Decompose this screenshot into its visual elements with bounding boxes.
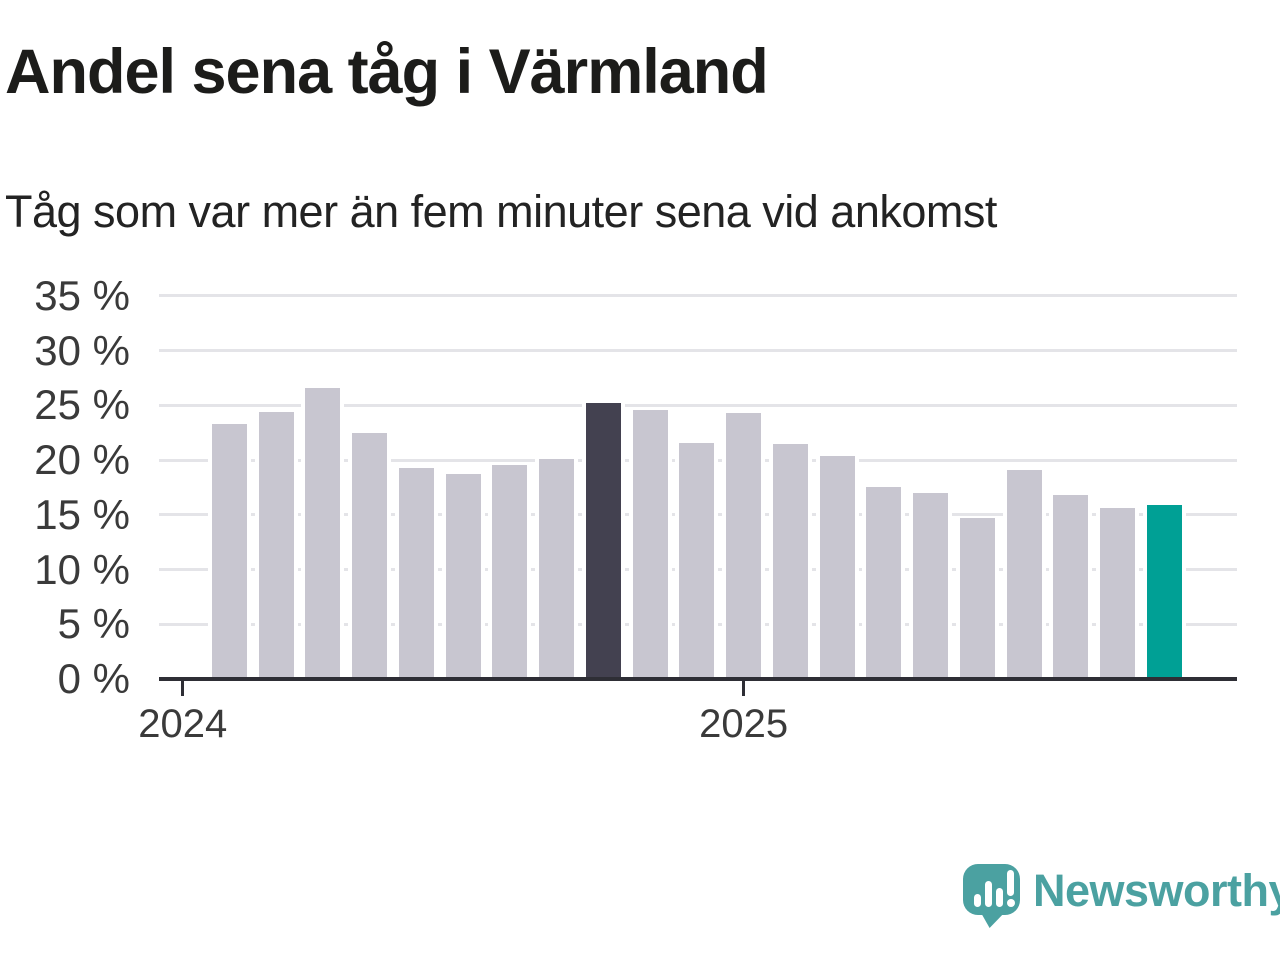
- x-axis-label-2025: 2025: [699, 702, 789, 746]
- logo-exclamation-icon: [1007, 870, 1014, 896]
- x-axis-label-2024: 2024: [138, 702, 228, 746]
- x-tick-2024: [181, 681, 185, 696]
- x-tick-2025: [742, 681, 746, 696]
- gridline-25: [159, 403, 1237, 407]
- bar-highlight-teal: [1142, 505, 1186, 679]
- bar: [1049, 495, 1093, 679]
- logo-bar-icon: [996, 888, 1003, 907]
- bar: [628, 409, 672, 679]
- bar: [862, 487, 906, 679]
- bar: [301, 387, 345, 679]
- bar: [1096, 508, 1140, 679]
- gridline-30: [159, 349, 1237, 353]
- bar-highlight-dark: [581, 403, 625, 679]
- y-axis-label-35: 35 %: [34, 271, 130, 319]
- y-axis-label-30: 30 %: [34, 326, 130, 374]
- bar: [909, 492, 953, 679]
- bar: [208, 424, 251, 679]
- bar: [768, 443, 812, 679]
- logo-bar-icon: [985, 881, 992, 907]
- bar: [535, 459, 579, 679]
- y-axis-label-20: 20 %: [34, 436, 130, 484]
- bar: [254, 411, 298, 679]
- chart-subtitle: Tåg som var mer än fem minuter sena vid …: [5, 186, 997, 237]
- bar: [675, 442, 719, 679]
- bar: [1002, 469, 1046, 679]
- bar: [348, 432, 392, 679]
- newsworthy-wordmark: Newsworthy: [1033, 865, 1280, 916]
- bar: [815, 455, 859, 679]
- y-axis-label-5: 5 %: [57, 600, 130, 648]
- y-axis-label-0: 0 %: [57, 655, 130, 702]
- bar: [394, 467, 438, 679]
- y-axis-label-10: 10 %: [34, 545, 130, 593]
- bar: [722, 413, 766, 679]
- newsworthy-logo: Newsworthy: [963, 862, 1280, 932]
- logo-exclamation-dot-icon: [1006, 899, 1015, 907]
- gridline-35: [159, 294, 1237, 298]
- logo-bar-icon: [974, 894, 981, 907]
- newsworthy-logo-tail: [979, 910, 1007, 928]
- y-axis-label-25: 25 %: [34, 381, 130, 429]
- chart-title: Andel sena tåg i Värmland: [5, 37, 769, 107]
- bar: [441, 474, 485, 679]
- y-axis-label-15: 15 %: [34, 490, 130, 538]
- bar: [488, 464, 532, 679]
- bar: [955, 518, 999, 679]
- newsworthy-logo-icon: [963, 864, 1020, 915]
- x-axis-line: [159, 677, 1237, 681]
